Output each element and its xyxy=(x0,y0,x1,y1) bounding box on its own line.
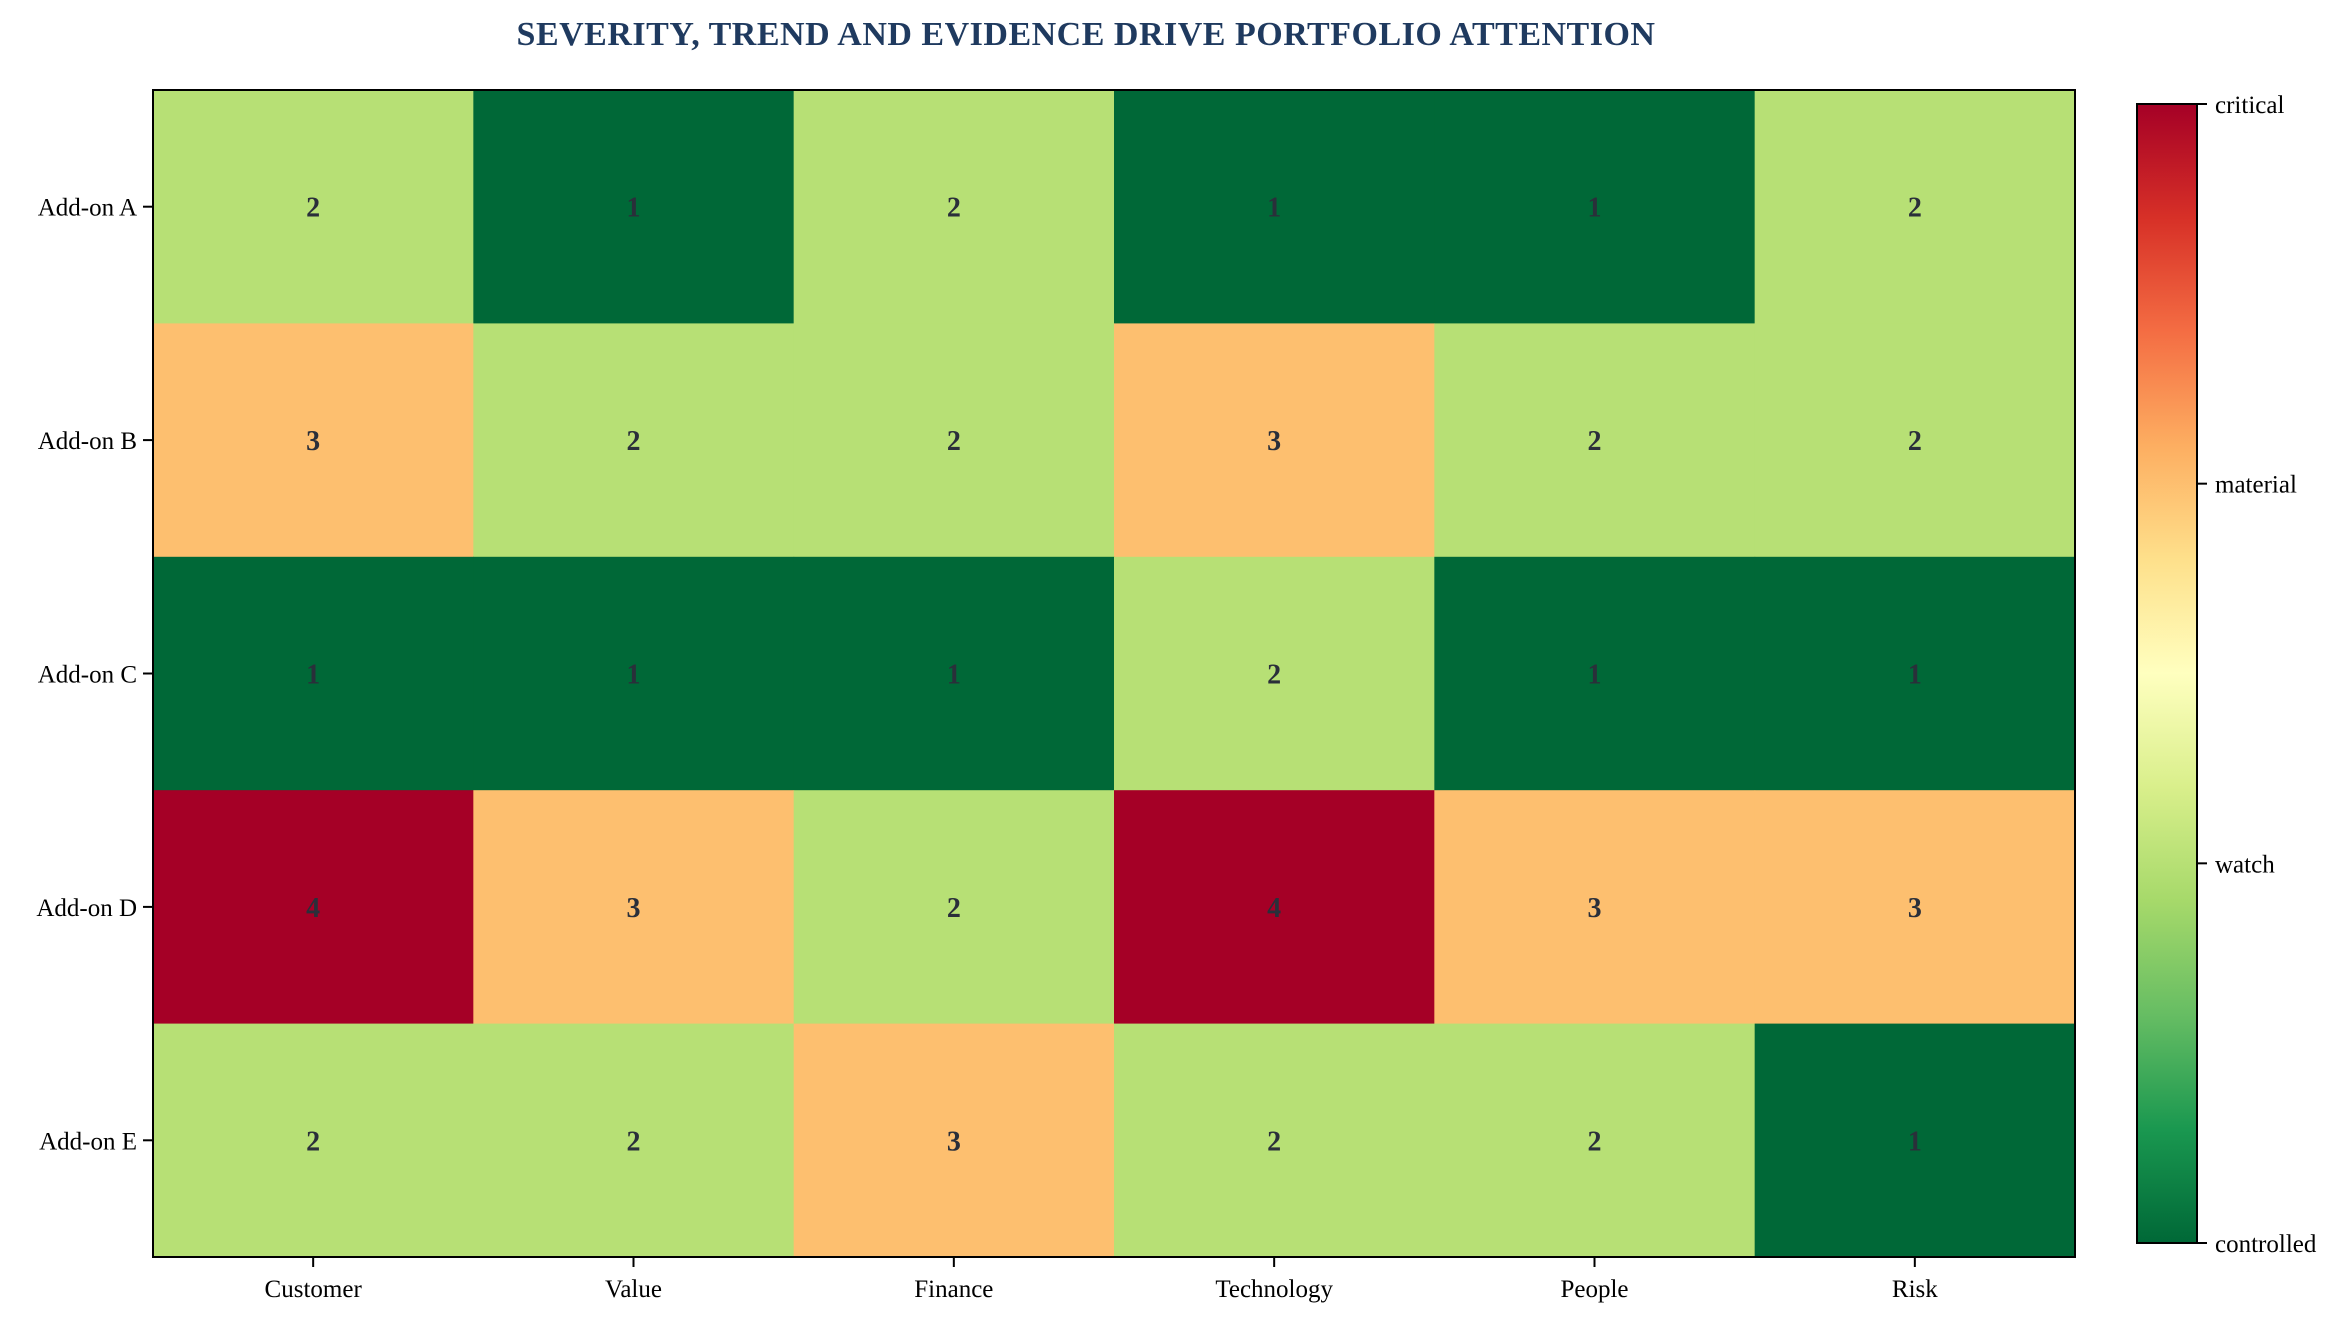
cell-value-label: 1 xyxy=(627,193,641,224)
heatmap-cell xyxy=(1434,323,1756,558)
colorbar-ticks: controlled watch material critical xyxy=(2197,92,2317,1258)
cell-value-label: 2 xyxy=(947,193,961,224)
x-tick-label: Finance xyxy=(914,1276,993,1303)
heatmap-cell xyxy=(1754,556,2076,791)
y-tick-label: Add-on B xyxy=(38,428,137,455)
heatmap-cell xyxy=(793,1023,1115,1258)
chart-title: SEVERITY, TREND AND EVIDENCE DRIVE PORTF… xyxy=(517,16,1656,53)
cell-value-label: 2 xyxy=(1908,193,1922,224)
cell-value-label: 3 xyxy=(627,893,641,924)
y-tick-label: Add-on D xyxy=(36,895,137,922)
heatmap-cell xyxy=(1434,90,1756,324)
heatmap-cell xyxy=(793,90,1115,324)
heatmap-cell xyxy=(1434,556,1756,791)
heatmap-cell xyxy=(473,323,795,558)
heatmap-cell xyxy=(153,323,474,558)
cell-value-label: 1 xyxy=(1267,193,1281,224)
heatmap-cell xyxy=(1754,1023,2076,1258)
heatmap-cell xyxy=(1114,556,1435,791)
heatmap-cell xyxy=(473,90,795,324)
heatmap-cell xyxy=(1754,323,2076,558)
y-tick-label: Add-on A xyxy=(38,195,137,222)
heatmap-cell xyxy=(153,556,474,791)
cell-value-label: 3 xyxy=(947,1126,961,1157)
cell-value-label: 1 xyxy=(1908,1126,1922,1157)
heatmap-cell xyxy=(1754,790,2076,1025)
cell-value-label: 2 xyxy=(627,426,641,457)
heatmap-cell xyxy=(1114,790,1435,1025)
heatmap-cell xyxy=(1114,1023,1435,1258)
colorbar-gradient xyxy=(2136,103,2198,1244)
cell-value-label: 1 xyxy=(1588,193,1602,224)
colorbar-tick-label: material xyxy=(2215,472,2297,499)
heatmap-cell xyxy=(1434,1023,1756,1258)
x-tick-label: Risk xyxy=(1892,1276,1938,1303)
cell-value-label: 2 xyxy=(947,426,961,457)
x-axis-ticks: Customer Value Finance Technology People Risk xyxy=(265,1257,1938,1303)
y-tick-label: Add-on C xyxy=(38,662,137,689)
heatmap-cell xyxy=(1114,323,1435,558)
cell-value-label: 2 xyxy=(1267,660,1281,691)
cell-value-label: 1 xyxy=(1588,660,1602,691)
cell-value-label: 2 xyxy=(306,1126,320,1157)
cell-value-label: 4 xyxy=(1267,893,1281,924)
heatmap-cell xyxy=(473,1023,795,1258)
cell-value-label: 2 xyxy=(1267,1126,1281,1157)
cell-value-label: 2 xyxy=(1588,426,1602,457)
plot-frame xyxy=(152,89,2076,1258)
cell-value-label: 1 xyxy=(1908,660,1922,691)
cell-value-label: 2 xyxy=(1908,426,1922,457)
cell-value-label: 3 xyxy=(1267,426,1281,457)
y-tick-label: Add-on E xyxy=(39,1128,137,1155)
cell-value-label: 2 xyxy=(627,1126,641,1157)
heatmap-cells xyxy=(153,90,2076,1258)
heatmap-cell xyxy=(793,556,1115,791)
cell-value-label: 3 xyxy=(1908,893,1922,924)
heatmap-cell xyxy=(1754,90,2076,324)
heatmap-cell xyxy=(793,790,1115,1025)
x-tick-label: Value xyxy=(605,1276,662,1303)
heatmap-cell xyxy=(153,90,474,324)
heatmap-cell-labels: 2 1 2 1 1 2 3 2 2 3 2 2 1 1 1 2 1 1 4 3 2 4 3 3 2 2 3 2 2 1 xyxy=(306,193,1922,1158)
heatmap-cell xyxy=(1434,790,1756,1025)
heatmap-cell xyxy=(473,556,795,791)
heatmap-cell xyxy=(473,790,795,1025)
colorbar-tick-label: controlled xyxy=(2215,1231,2317,1258)
cell-value-label: 2 xyxy=(1588,1126,1602,1157)
colorbar: controlled watch material critical xyxy=(2136,92,2317,1258)
cell-value-label: 4 xyxy=(306,893,320,924)
x-tick-label: Technology xyxy=(1215,1276,1333,1303)
y-axis-ticks: Add-on A Add-on B Add-on C Add-on D Add-on E xyxy=(36,195,153,1155)
x-tick-label: People xyxy=(1560,1276,1628,1303)
cell-value-label: 1 xyxy=(306,660,320,691)
heatmap-cell xyxy=(1114,90,1435,324)
heatmap-cell xyxy=(153,1023,474,1258)
cell-value-label: 1 xyxy=(627,660,641,691)
cell-value-label: 3 xyxy=(306,426,320,457)
cell-value-label: 3 xyxy=(1588,893,1602,924)
heatmap-cell xyxy=(793,323,1115,558)
x-tick-label: Customer xyxy=(265,1276,363,1303)
heatmap-cell xyxy=(153,790,474,1025)
cell-value-label: 2 xyxy=(306,193,320,224)
cell-value-label: 2 xyxy=(947,893,961,924)
cell-value-label: 1 xyxy=(947,660,961,691)
colorbar-tick-label: critical xyxy=(2215,92,2284,119)
colorbar-tick-label: watch xyxy=(2215,851,2275,878)
